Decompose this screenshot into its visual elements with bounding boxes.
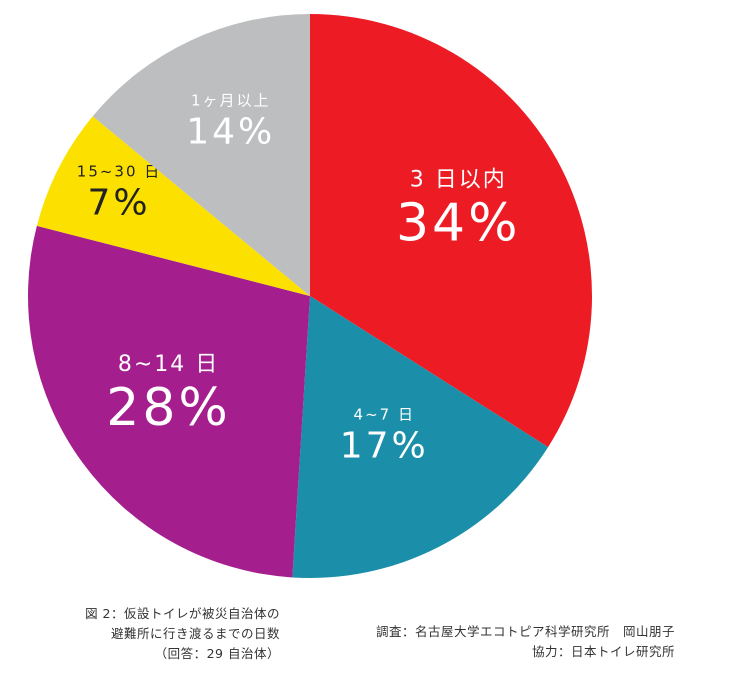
caption-line-1: 図 2：仮設トイレが被災自治体の — [85, 606, 280, 621]
caption-line-3: （回答：29 自治体） — [154, 646, 280, 661]
slice-percent-3: 7% — [87, 183, 150, 224]
pie-slice-2 — [28, 225, 311, 578]
caption-line-2: 避難所に行き渡るまでの日数 — [110, 626, 280, 641]
pie-slice-4 — [92, 14, 310, 296]
credit-survey: 調査：名古屋大学エコトピア科学研究所 岡山朋子 — [375, 624, 675, 639]
figure-caption: 図 2：仮設トイレが被災自治体の 避難所に行き渡るまでの日数 （回答：29 自治… — [40, 604, 280, 664]
slice-label-0: 3 日以内 — [410, 167, 507, 192]
slice-percent-1: 17% — [340, 426, 429, 467]
credit-cooperation: 協力：日本トイレ研究所 — [531, 644, 675, 659]
pie-chart: 3 日以内 34% 4~7 日 17% 8~14 日 28% 15~30 日 7% 1ヶ月以上 1… — [28, 14, 592, 579]
slice-percent-2: 28% — [106, 378, 231, 438]
slice-percent-4: 14% — [186, 112, 275, 153]
slice-label-2: 8~14 日 — [118, 352, 219, 377]
slice-label-1: 4~7 日 — [354, 406, 415, 424]
slice-label-4: 1ヶ月以上 — [191, 92, 271, 110]
pie-slice-1 — [292, 296, 549, 579]
pie-slice-3 — [36, 116, 310, 297]
pie-slice-0 — [310, 14, 592, 448]
slice-percent-0: 34% — [396, 193, 521, 253]
slice-label-3: 15~30 日 — [77, 163, 162, 181]
credits: 調査：名古屋大学エコトピア科学研究所 岡山朋子 協力：日本トイレ研究所 — [320, 622, 675, 662]
